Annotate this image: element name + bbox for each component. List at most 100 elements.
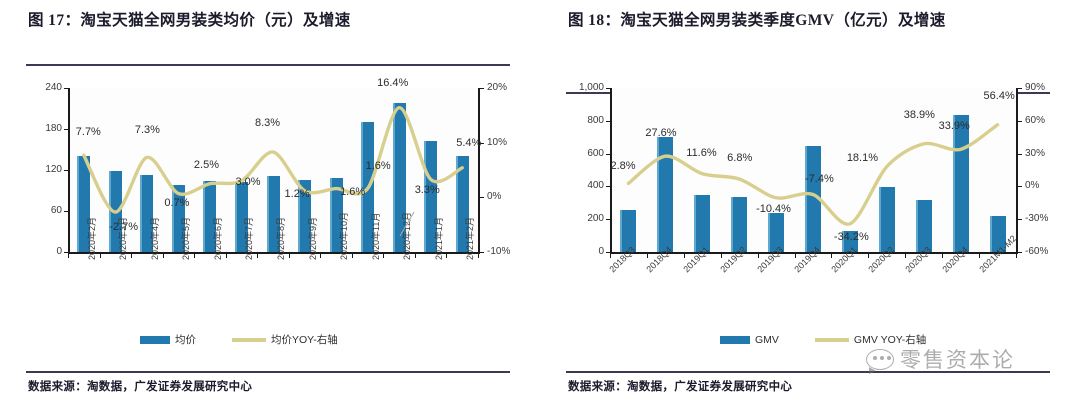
figure-18-source: 数据来源：淘数据，广发证券发展研究中心 <box>568 381 793 393</box>
y-axis-right-tick: 0% <box>1025 180 1040 192</box>
x-axis-tickmark <box>414 254 416 258</box>
y-axis-left-tick: 0 <box>56 246 62 257</box>
bar <box>140 175 154 252</box>
legend-bar-swatch <box>140 335 170 344</box>
bar <box>77 156 91 252</box>
data-label: 18.1% <box>846 151 879 164</box>
y-axis-left-tickmark <box>606 120 610 122</box>
x-axis-tickmark <box>794 254 796 258</box>
bar <box>234 182 248 252</box>
legend-item[interactable]: GMV <box>720 334 779 346</box>
y-axis-left <box>610 88 612 252</box>
y-axis-right-tick: -60% <box>1025 246 1049 257</box>
figure-18-bottom-rule <box>566 371 1050 373</box>
bar <box>915 199 932 253</box>
x-axis-tickmark <box>225 254 227 258</box>
data-label: 56.4% <box>983 89 1015 102</box>
y-axis-left-tick: 240 <box>45 82 62 93</box>
bar <box>298 180 312 252</box>
y-axis-left-tick: 0 <box>598 246 604 257</box>
legend-bar-swatch <box>720 335 750 344</box>
legend-label: GMV <box>755 333 779 346</box>
bar <box>455 156 469 252</box>
data-label: 16.4% <box>377 76 409 89</box>
x-axis-tickmark <box>683 254 685 258</box>
data-label: 0.7% <box>164 196 190 209</box>
y-axis-right-tickmark <box>1018 252 1022 253</box>
y-axis-left-tickmark <box>606 252 610 253</box>
watermark: 零售资本论 <box>866 344 1015 374</box>
data-label: 27.6% <box>645 127 677 140</box>
x-axis-tickmark <box>257 254 259 258</box>
y-axis-left-tick: 120 <box>45 164 62 175</box>
y-axis-left-tickmark <box>64 88 68 89</box>
legend-item[interactable]: 均价YOY-右轴 <box>232 332 338 347</box>
x-axis-tickmark <box>351 254 353 258</box>
y-axis-right-tick: 10% <box>487 136 508 148</box>
y-axis-left-tick: 200 <box>587 213 604 225</box>
data-label: 6.8% <box>727 151 753 164</box>
figure-18-title: 图 18：淘宝天猫全网男装类季度GMV（亿元）及增速 <box>568 12 946 29</box>
y-axis-right-tick: 20% <box>487 82 508 93</box>
x-axis-tickmark <box>162 254 164 258</box>
data-label: 3.0% <box>235 175 261 188</box>
figure-17-title: 图 17：淘宝天猫全网男装类均价（元）及增速 <box>28 12 351 29</box>
x-axis-tickmark <box>131 254 133 258</box>
data-label: -7.4% <box>805 173 834 186</box>
legend-item[interactable]: GMV YOY-右轴 <box>814 332 926 347</box>
x-axis <box>68 252 480 254</box>
x-axis-tickmark <box>1016 254 1017 258</box>
y-axis-right-tick: -30% <box>1025 213 1049 225</box>
bar <box>768 213 785 252</box>
bar <box>694 195 711 252</box>
x-axis-tickmark <box>446 254 448 258</box>
x-axis-tickmark <box>610 254 611 258</box>
data-label: 1.6% <box>340 185 366 198</box>
legend-line-swatch <box>814 337 849 342</box>
x-axis-tickmark <box>68 254 69 258</box>
y-axis-left-tickmark <box>64 211 68 212</box>
figure-18-legend: GMV GMV YOY-右轴 <box>720 332 926 347</box>
y-axis-right <box>478 88 480 252</box>
data-label: 8.3% <box>255 116 281 129</box>
data-label: 5.4% <box>456 136 482 149</box>
y-axis-left-tickmark <box>64 129 68 130</box>
y-axis-left-tickmark <box>606 219 610 221</box>
y-axis-right-tickmark <box>1018 153 1022 155</box>
y-axis-right-tickmark <box>1018 120 1022 122</box>
trend-line-layer <box>82 105 464 237</box>
legend-label: 均价 <box>175 334 196 346</box>
x-axis-tickmark <box>831 254 833 258</box>
data-label: -2.7% <box>109 221 139 234</box>
data-label: 2.8% <box>610 160 636 173</box>
x-axis-tickmark <box>320 254 322 258</box>
x-axis <box>610 252 1018 254</box>
data-label: 33.9% <box>938 120 970 133</box>
y-axis-left-tick: 180 <box>45 123 62 134</box>
data-label: -34.2% <box>833 230 869 243</box>
legend-label: 均价YOY-右轴 <box>271 334 338 346</box>
figure-17-source: 数据来源：淘数据，广发证券发展研究中心 <box>28 381 253 393</box>
y-axis-left-tickmark <box>64 170 68 171</box>
x-axis-tickmark <box>646 254 648 258</box>
bar <box>989 215 1006 253</box>
x-axis-tickmark <box>868 254 870 258</box>
figure-17-legend: 均价 均价YOY-右轴 <box>140 332 338 347</box>
trend-line-layer <box>626 123 1000 226</box>
label-leader-line <box>399 211 415 237</box>
figure-18-panel: 图 18：淘宝天猫全网男装类季度GMV（亿元）及增速 0 200 400 600 800… <box>540 0 1080 409</box>
y-axis-left <box>68 88 70 252</box>
y-axis-left-tick: 1,000 <box>578 82 604 93</box>
y-axis-right-tickmark <box>480 88 484 89</box>
y-axis-left-tick: 400 <box>587 180 604 192</box>
data-label: 2.5% <box>193 158 219 171</box>
x-axis-tickmark <box>194 254 196 258</box>
y-axis-right-tick: 30% <box>1025 147 1046 159</box>
y-axis-left-tickmark <box>606 153 610 155</box>
bar <box>171 185 185 252</box>
data-label: -10.4% <box>756 202 791 215</box>
avg-price-chart: 0 60 120 180 240 -10% 0% 10% 20% 2020年2月 2020年3月 20… <box>0 64 540 324</box>
legend-item[interactable]: 均价 <box>140 332 196 347</box>
data-label: 7.3% <box>134 124 160 137</box>
